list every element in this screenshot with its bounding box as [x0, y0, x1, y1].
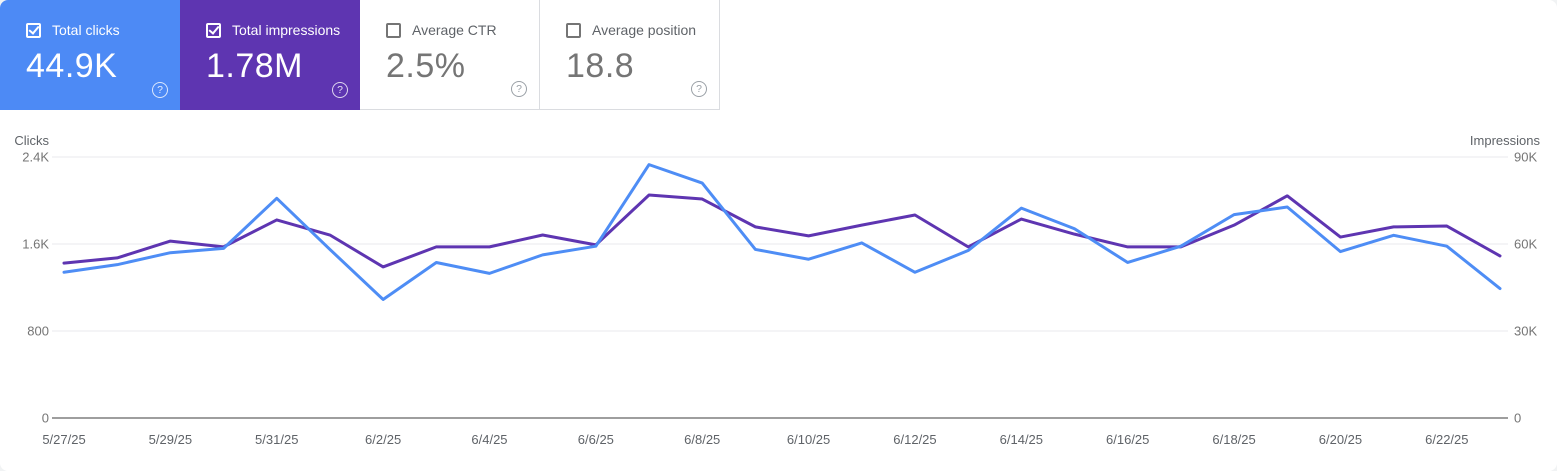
left-axis-tick-label: 1.6K: [22, 237, 49, 252]
card-total-impressions[interactable]: Total impressions 1.78M: [180, 0, 360, 110]
total-impressions-value: 1.78M: [206, 47, 303, 85]
card-total-clicks[interactable]: Total clicks 44.9K: [0, 0, 180, 110]
card-header: Average position: [566, 22, 719, 38]
right-axis-title: Impressions: [1470, 133, 1541, 148]
left-axis-title: Clicks: [14, 133, 49, 148]
x-axis-date-label: 5/27/25: [42, 432, 85, 447]
total-clicks-value: 44.9K: [26, 47, 118, 85]
help-icon[interactable]: [511, 81, 527, 97]
card-header: Total impressions: [206, 22, 360, 38]
card-header: Average CTR: [386, 22, 539, 38]
average-ctr-value: 2.5%: [386, 47, 466, 85]
total-impressions-checkbox[interactable]: [206, 22, 221, 38]
x-axis-date-label: 6/2/25: [365, 432, 401, 447]
average-ctr-checkbox[interactable]: [386, 22, 401, 38]
clicks-impressions-line-chart[interactable]: 0 800 1.6K 2.4K 0 30K 60K 90K Clicks Impressions 5…: [0, 110, 1557, 471]
total-clicks-label: Total clicks: [52, 22, 120, 38]
average-position-value: 18.8: [566, 47, 635, 85]
average-ctr-label: Average CTR: [412, 22, 497, 38]
left-axis-tick-label: 2.4K: [22, 150, 49, 165]
total-clicks-checkbox[interactable]: [26, 22, 41, 38]
right-axis-tick-label: 0: [1514, 411, 1521, 426]
x-axis-date-label: 6/20/25: [1319, 432, 1362, 447]
performance-chart-region: 0 800 1.6K 2.4K 0 30K 60K 90K Clicks Impressions 5…: [0, 110, 1557, 471]
x-axis-date-label: 6/18/25: [1212, 432, 1255, 447]
card-average-ctr[interactable]: Average CTR 2.5%: [360, 0, 540, 110]
clicks-line: [62, 163, 1502, 301]
card-average-position[interactable]: Average position 18.8: [540, 0, 720, 110]
x-axis-date-label: 5/31/25: [255, 432, 298, 447]
x-axis-date-label: 6/12/25: [893, 432, 936, 447]
left-axis-tick-label: 800: [27, 324, 49, 339]
x-axis-date-label: 6/8/25: [684, 432, 720, 447]
average-position-checkbox[interactable]: [566, 22, 581, 38]
right-axis-tick-label: 30K: [1514, 324, 1537, 339]
right-axis-tick-label: 90K: [1514, 150, 1537, 165]
x-axis-date-label: 6/16/25: [1106, 432, 1149, 447]
card-header: Total clicks: [26, 22, 180, 38]
left-axis-tick-label: 0: [42, 411, 49, 426]
x-axis-date-label: 6/22/25: [1425, 432, 1468, 447]
help-icon[interactable]: [332, 82, 348, 98]
average-position-label: Average position: [592, 22, 697, 38]
impressions-line: [62, 193, 1502, 269]
help-icon[interactable]: [691, 81, 707, 97]
x-axis-date-label: 6/6/25: [578, 432, 614, 447]
total-impressions-label: Total impressions: [232, 22, 341, 38]
x-axis-date-label: 6/10/25: [787, 432, 830, 447]
right-axis-tick-label: 60K: [1514, 237, 1537, 252]
help-icon[interactable]: [152, 82, 168, 98]
metric-cards-row: Total clicks 44.9K Total impressions 1.7…: [0, 0, 1557, 110]
x-axis-date-label: 6/14/25: [1000, 432, 1043, 447]
x-axis-date-label: 5/29/25: [149, 432, 192, 447]
x-axis-date-label: 6/4/25: [471, 432, 507, 447]
